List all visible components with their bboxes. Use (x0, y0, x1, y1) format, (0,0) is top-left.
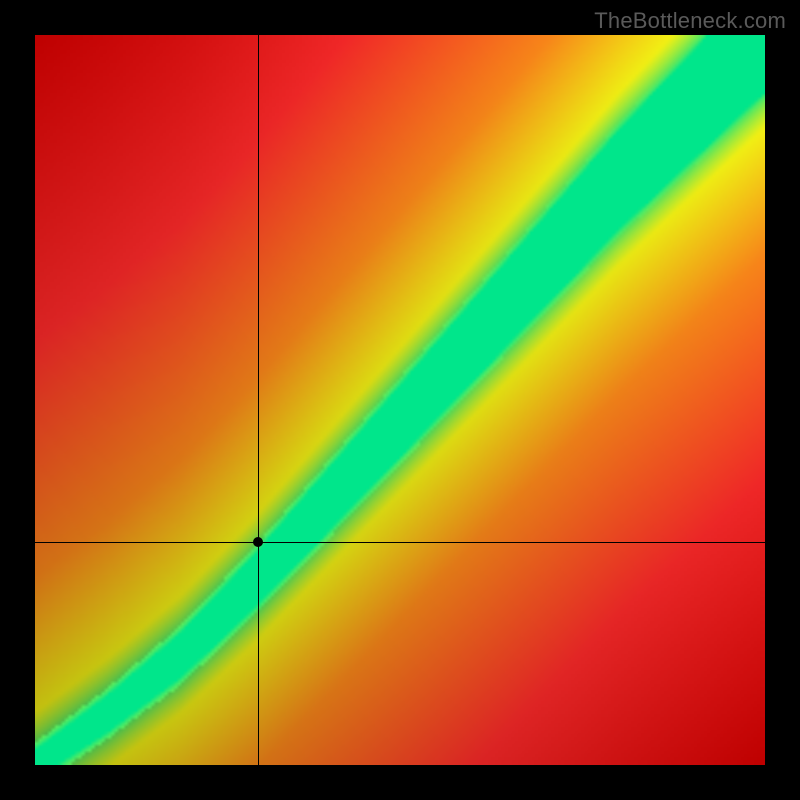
watermark-text: TheBottleneck.com (594, 8, 786, 34)
heatmap-canvas (35, 35, 765, 765)
heatmap-plot (35, 35, 765, 765)
